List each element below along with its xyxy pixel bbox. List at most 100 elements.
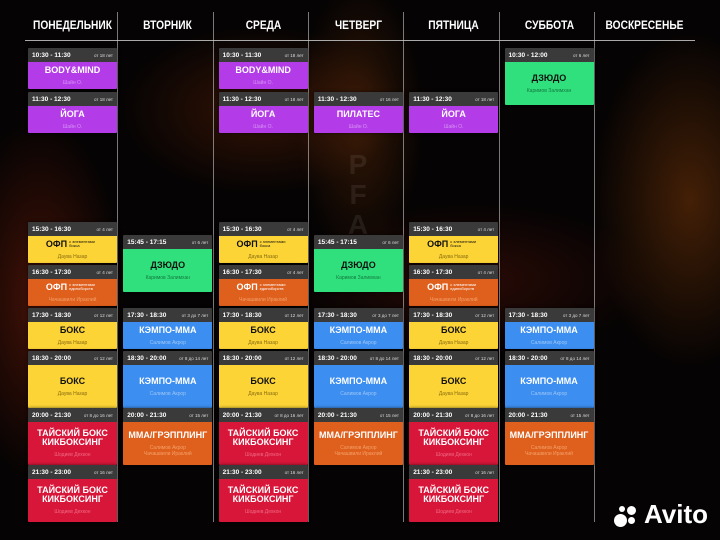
session-card[interactable]: 10:30 - 12:00 от 6 лет ДЗЮДО Каримов Зал… [504, 48, 594, 105]
session-card[interactable]: 17:30 - 18:30 от 12 лет БОКС Даува Назар [28, 308, 117, 349]
session-body: ДЗЮДО Каримов Залимхан [313, 249, 403, 292]
session-body: ТАЙСКИЙ БОКС КИКБОКСИНГ Шодиев Дехкон [28, 479, 117, 522]
session-header: 20:00 - 21:30 от 8 до 16 лет [28, 408, 117, 422]
session-trainer: Салимов Акрор Чачашвили Ираклий [143, 444, 192, 457]
session-card[interactable]: 11:30 - 12:30 от 18 лет ЙОГА Шайн О. [28, 92, 117, 133]
session-trainer: Даува Назар [57, 390, 88, 397]
session-age: от 6 лет [191, 239, 209, 245]
session-card[interactable]: 16:30 - 17:30 от 4 лет ОФП с элементами е… [218, 265, 308, 306]
session-card[interactable]: 11:30 - 12:30 от 16 лет ПИЛАТЕС Шайн О. [313, 92, 403, 133]
session-card[interactable]: 20:00 - 21:30 от 15 лет ММА/ГРЭППЛИНГ Са… [313, 408, 403, 465]
session-trainer: Салимов Акрор [530, 339, 568, 346]
session-time: 18:30 - 20:00 [127, 354, 167, 362]
session-time: 15:30 - 16:30 [222, 225, 262, 233]
session-trainer: Салимов Акрор [149, 339, 186, 346]
session-age: от 8 до 14 лет [369, 355, 399, 361]
column-divider [212, 12, 214, 522]
session-card[interactable]: 17:30 - 18:30 от 3 до 7 лет КЭМПО-ММА Са… [313, 308, 403, 349]
session-header: 18:30 - 20:00 от 12 лет [218, 351, 308, 365]
session-card[interactable]: 15:30 - 16:30 от 4 лет ОФП с элементами б… [409, 222, 499, 263]
session-card[interactable]: 10:30 - 11:30 от 18 лет BODY&MIND Шайн О… [218, 48, 308, 89]
session-header: 17:30 - 18:30 от 3 до 7 лет [504, 308, 594, 322]
session-age: от 3 до 7 лет [181, 312, 209, 318]
session-title: ДЗЮДО [341, 259, 376, 270]
session-age: от 16 лет [93, 469, 113, 475]
session-card[interactable]: 21:30 - 23:00 от 16 лет ТАЙСКИЙ БОКС КИК… [28, 465, 117, 522]
session-trainer: Шайн О. [253, 123, 273, 130]
session-time: 16:30 - 17:30 [413, 268, 453, 276]
session-card[interactable]: 11:30 - 12:30 от 18 лет ЙОГА Шайн О. [218, 92, 308, 133]
session-time: 17:30 - 18:30 [413, 311, 453, 319]
session-title: BODY&MIND [44, 64, 101, 75]
session-title: ММА/ГРЭППЛИНГ [128, 429, 208, 440]
session-card[interactable]: 15:30 - 16:30 от 4 лет ОФП с элементами б… [218, 222, 308, 263]
session-body: БОКС Даува Назар [218, 322, 308, 349]
session-title: ОФП [236, 281, 258, 292]
session-title: БОКС [441, 375, 467, 386]
session-age: от 3 до 7 лет [372, 312, 399, 318]
session-card[interactable]: 10:30 - 11:30 от 18 лет BODY&MIND Шайн О… [28, 48, 117, 89]
session-card[interactable]: 17:30 - 18:30 от 3 до 7 лет КЭМПО-ММА Са… [504, 308, 594, 349]
session-subtitle: с элементами бокса [259, 239, 286, 248]
day-header: ВОСКРЕСЕНЬЕ [605, 18, 684, 32]
session-age: от 12 лет [93, 312, 113, 318]
day-header: ЧЕТВЕРГ [334, 18, 382, 32]
session-card[interactable]: 11:30 - 12:30 от 18 лет ЙОГА Шайн О. [409, 92, 499, 133]
session-age: от 18 лет [284, 96, 304, 102]
session-time: 18:30 - 20:00 [317, 354, 357, 362]
session-time: 11:30 - 12:30 [222, 95, 262, 103]
session-time: 17:30 - 18:30 [508, 311, 548, 319]
session-body: БОКС Даува Назар [409, 322, 499, 349]
session-body: КЭМПО-ММА Салимов Акрор [313, 322, 403, 349]
session-time: 16:30 - 17:30 [222, 268, 262, 276]
session-body: ММА/ГРЭППЛИНГ Салимов Акрор Чачашвили Ир… [123, 422, 213, 465]
session-body: ОФП с элементами бокса Даува Назар [28, 236, 117, 263]
column-divider [307, 12, 309, 522]
session-title: ОФП [427, 238, 449, 249]
session-card[interactable]: 18:30 - 20:00 от 8 до 14 лет КЭМПО-ММА С… [123, 351, 213, 408]
session-trainer: Каримов Залимхан [336, 274, 381, 281]
session-body: ТАЙСКИЙ БОКС КИКБОКСИНГ Шодиев Дехкон [409, 422, 499, 465]
session-age: от 6 лет [572, 52, 590, 58]
session-card[interactable]: 20:00 - 21:30 от 8 до 16 лет ТАЙСКИЙ БОК… [409, 408, 499, 465]
session-card[interactable]: 18:30 - 20:00 от 8 до 14 лет КЭМПО-ММА С… [313, 351, 403, 408]
session-header: 15:45 - 17:15 от 6 лет [123, 235, 213, 249]
session-age: от 16 лет [379, 96, 399, 102]
session-body: КЭМПО-ММА Салимов Акрор [123, 322, 213, 349]
session-card[interactable]: 15:30 - 16:30 от 4 лет ОФП с элементами б… [28, 222, 117, 263]
session-card[interactable]: 17:30 - 18:30 от 12 лет БОКС Даува Назар [218, 308, 308, 349]
session-header: 15:30 - 16:30 от 4 лет [218, 222, 308, 236]
session-title: КЭМПО-ММА [329, 324, 388, 335]
session-header: 15:30 - 16:30 от 4 лет [409, 222, 499, 236]
session-card[interactable]: 16:30 - 17:30 от 4 лет ОФП с элементами е… [28, 265, 117, 306]
session-card[interactable]: 18:30 - 20:00 от 8 до 14 лет КЭМПО-ММА С… [504, 351, 594, 408]
session-card[interactable]: 20:00 - 21:30 от 8 до 16 лет ТАЙСКИЙ БОК… [28, 408, 117, 465]
session-body: ОФП с элементами единоборств Чачашвили Ир… [218, 279, 308, 306]
session-card[interactable]: 18:30 - 20:00 от 12 лет БОКС Даува Назар [218, 351, 308, 408]
session-card[interactable]: 20:00 - 21:30 от 15 лет ММА/ГРЭППЛИНГ Са… [123, 408, 213, 465]
session-card[interactable]: 20:00 - 21:30 от 15 лет ММА/ГРЭППЛИНГ Са… [504, 408, 594, 465]
session-card[interactable]: 20:00 - 21:30 от 8 до 16 лет ТАЙСКИЙ БОК… [218, 408, 308, 465]
avito-dots-icon [613, 504, 640, 527]
session-time: 17:30 - 18:30 [32, 311, 72, 319]
session-subtitle: с элементами единоборств [259, 282, 286, 291]
session-card[interactable]: 21:30 - 23:00 от 16 лет ТАЙСКИЙ БОКС КИК… [218, 465, 308, 522]
column-divider [117, 12, 119, 522]
session-age: от 18 лет [284, 52, 304, 58]
header-divider [25, 40, 695, 41]
session-card[interactable]: 18:30 - 20:00 от 12 лет БОКС Даува Назар [28, 351, 117, 408]
session-card[interactable]: 17:30 - 18:30 от 12 лет БОКС Даува Назар [409, 308, 499, 349]
session-subtitle: с элементами единоборств [450, 282, 477, 291]
session-header: 11:30 - 12:30 от 16 лет [313, 92, 403, 106]
session-card[interactable]: 15:45 - 17:15 от 6 лет ДЗЮДО Каримов Зал… [313, 235, 403, 292]
session-title: ТАЙСКИЙ БОКС КИКБОКСИНГ [227, 485, 299, 504]
session-body: БОКС Даува Назар [28, 365, 117, 408]
session-card[interactable]: 17:30 - 18:30 от 3 до 7 лет КЭМПО-ММА Са… [123, 308, 213, 349]
session-card[interactable]: 15:45 - 17:15 от 6 лет ДЗЮДО Каримов Зал… [123, 235, 213, 292]
session-card[interactable]: 21:30 - 23:00 от 16 лет ТАЙСКИЙ БОКС КИК… [409, 465, 499, 522]
session-title: ОФП [45, 281, 68, 292]
session-age: от 4 лет [287, 226, 304, 232]
session-card[interactable]: 18:30 - 20:00 от 12 лет БОКС Даува Назар [409, 351, 499, 408]
session-card[interactable]: 16:30 - 17:30 от 4 лет ОФП с элементами е… [409, 265, 499, 306]
day-header: СУББОТА [524, 18, 574, 32]
